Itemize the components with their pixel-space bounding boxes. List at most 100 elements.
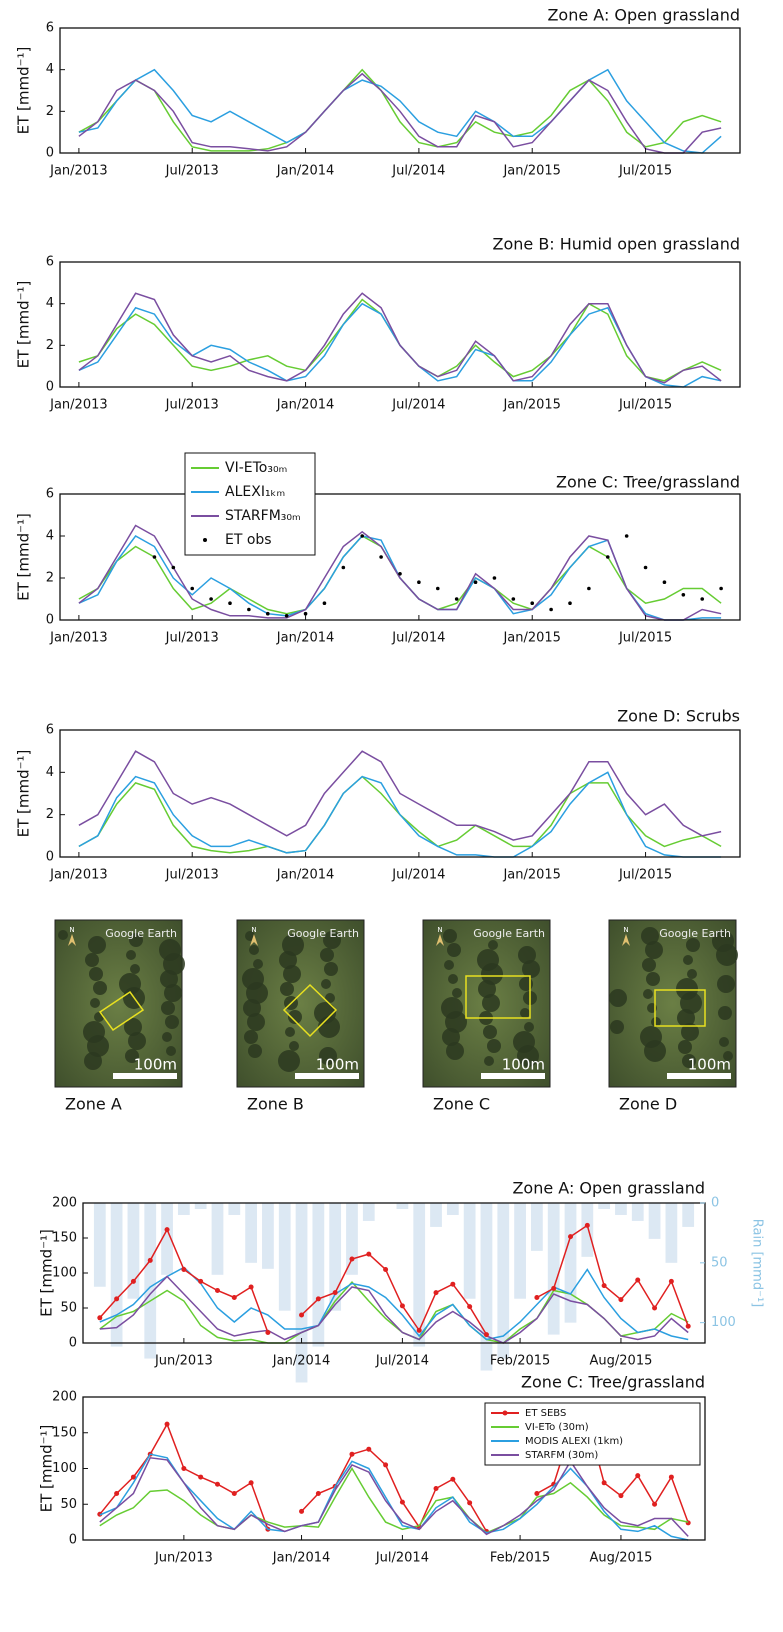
tree (610, 1020, 624, 1034)
y2-axis-label: Rain [mmd⁻¹] (750, 1219, 765, 1308)
series-point (685, 1323, 691, 1329)
tree (58, 930, 68, 940)
obs-point (284, 614, 289, 618)
series-point (416, 1327, 422, 1333)
x-tick-label: Jul/2013 (165, 631, 219, 646)
series-point (231, 1491, 237, 1497)
tree (487, 1039, 501, 1053)
series-point (164, 1421, 170, 1427)
rain-bar (93, 1203, 106, 1287)
y-tick-label: 6 (46, 255, 54, 270)
tree (320, 948, 334, 962)
tree (119, 973, 141, 995)
series-point (618, 1297, 624, 1303)
tree (243, 999, 261, 1017)
obs-point (662, 580, 667, 584)
tree (83, 1021, 105, 1043)
series-point (214, 1288, 220, 1293)
tree (482, 994, 500, 1012)
rain-bar (598, 1203, 611, 1209)
plot-frame (59, 493, 741, 621)
series-point (652, 1305, 658, 1311)
tree (253, 959, 263, 969)
legend-label: STARFM (30m) (525, 1450, 598, 1461)
x-tick-label: Jan/2014 (272, 1551, 331, 1566)
series-point (231, 1295, 237, 1300)
series-point (114, 1491, 120, 1497)
x-tick-label: Jul/2014 (391, 631, 445, 646)
tree (640, 1026, 662, 1048)
x-tick-label: Jul/2015 (618, 398, 672, 413)
legend-label: MODIS ALEXI (1km) (525, 1436, 623, 1447)
rain-bar (514, 1203, 526, 1299)
rain-bar (362, 1203, 375, 1221)
chart-title: Zone D: Scrubs (617, 707, 740, 726)
rain-bar (665, 1203, 678, 1263)
tree (641, 927, 659, 945)
legend-label: ET obs (225, 532, 272, 548)
y-tick-label: 0 (46, 146, 54, 161)
tree (84, 1052, 102, 1070)
series-point (147, 1257, 153, 1263)
tree (288, 1010, 302, 1024)
tree (681, 1023, 699, 1041)
y-tick-label: 0 (69, 1533, 77, 1548)
series-point (601, 1283, 607, 1289)
tree (477, 949, 499, 971)
tree (488, 940, 498, 950)
y-tick-label: 2 (46, 571, 54, 586)
series-point (383, 1267, 389, 1272)
tree (129, 933, 143, 947)
y2-tick-label: 100 (711, 1315, 736, 1330)
y-tick-label: 150 (52, 1231, 77, 1246)
rain-bar (531, 1203, 543, 1251)
tree (90, 998, 100, 1008)
x-tick-label: Jan/2013 (49, 631, 108, 646)
x-tick-label: Aug/2015 (590, 1354, 653, 1369)
x-tick-label: Jul/2014 (391, 868, 445, 883)
scale-label: 100m (502, 1056, 545, 1074)
image-caption: Zone B (247, 1095, 304, 1114)
rain-bar (278, 1203, 291, 1311)
obs-point (530, 601, 535, 605)
rain-bar (396, 1203, 409, 1209)
legend-label: STARFM₃₀ₘ (225, 508, 301, 524)
x-tick-label: Jul/2013 (165, 398, 219, 413)
tree (677, 1009, 695, 1027)
obs-point (247, 607, 251, 612)
y-tick-label: 0 (46, 380, 54, 395)
plot-frame (59, 27, 741, 154)
y-axis-label: ET [mmd⁻¹] (38, 1425, 56, 1513)
obs-point (700, 597, 705, 601)
obs-point (549, 607, 553, 612)
series-point (332, 1290, 338, 1296)
obs-point (587, 586, 591, 591)
y-tick-label: 100 (52, 1461, 77, 1476)
legend-label: ET SEBS (525, 1408, 566, 1419)
tree (718, 1006, 732, 1020)
tree (242, 968, 264, 990)
y-tick-label: 50 (60, 1301, 77, 1316)
x-tick-label: Jan/2015 (502, 631, 561, 646)
rain-bar (211, 1203, 224, 1275)
obs-point (190, 586, 195, 591)
series-point (635, 1473, 641, 1479)
tree (88, 936, 106, 954)
north-label: N (69, 926, 74, 934)
tree (717, 975, 735, 993)
y-tick-label: 2 (46, 807, 54, 822)
scale-bar (295, 1073, 359, 1079)
x-tick-label: Jan/2014 (276, 164, 335, 179)
scale-bar (667, 1073, 731, 1079)
image-caption: Zone A (65, 1095, 122, 1114)
x-tick-label: Jul/2014 (375, 1354, 429, 1369)
series-line (78, 72, 722, 154)
tree (279, 951, 297, 969)
y-tick-label: 4 (46, 529, 54, 544)
tree (319, 1047, 337, 1065)
x-tick-label: Jul/2014 (375, 1551, 429, 1566)
legend-box (484, 1402, 701, 1466)
series-point (584, 1222, 590, 1228)
obs-point (568, 601, 572, 605)
series-point (248, 1480, 254, 1486)
